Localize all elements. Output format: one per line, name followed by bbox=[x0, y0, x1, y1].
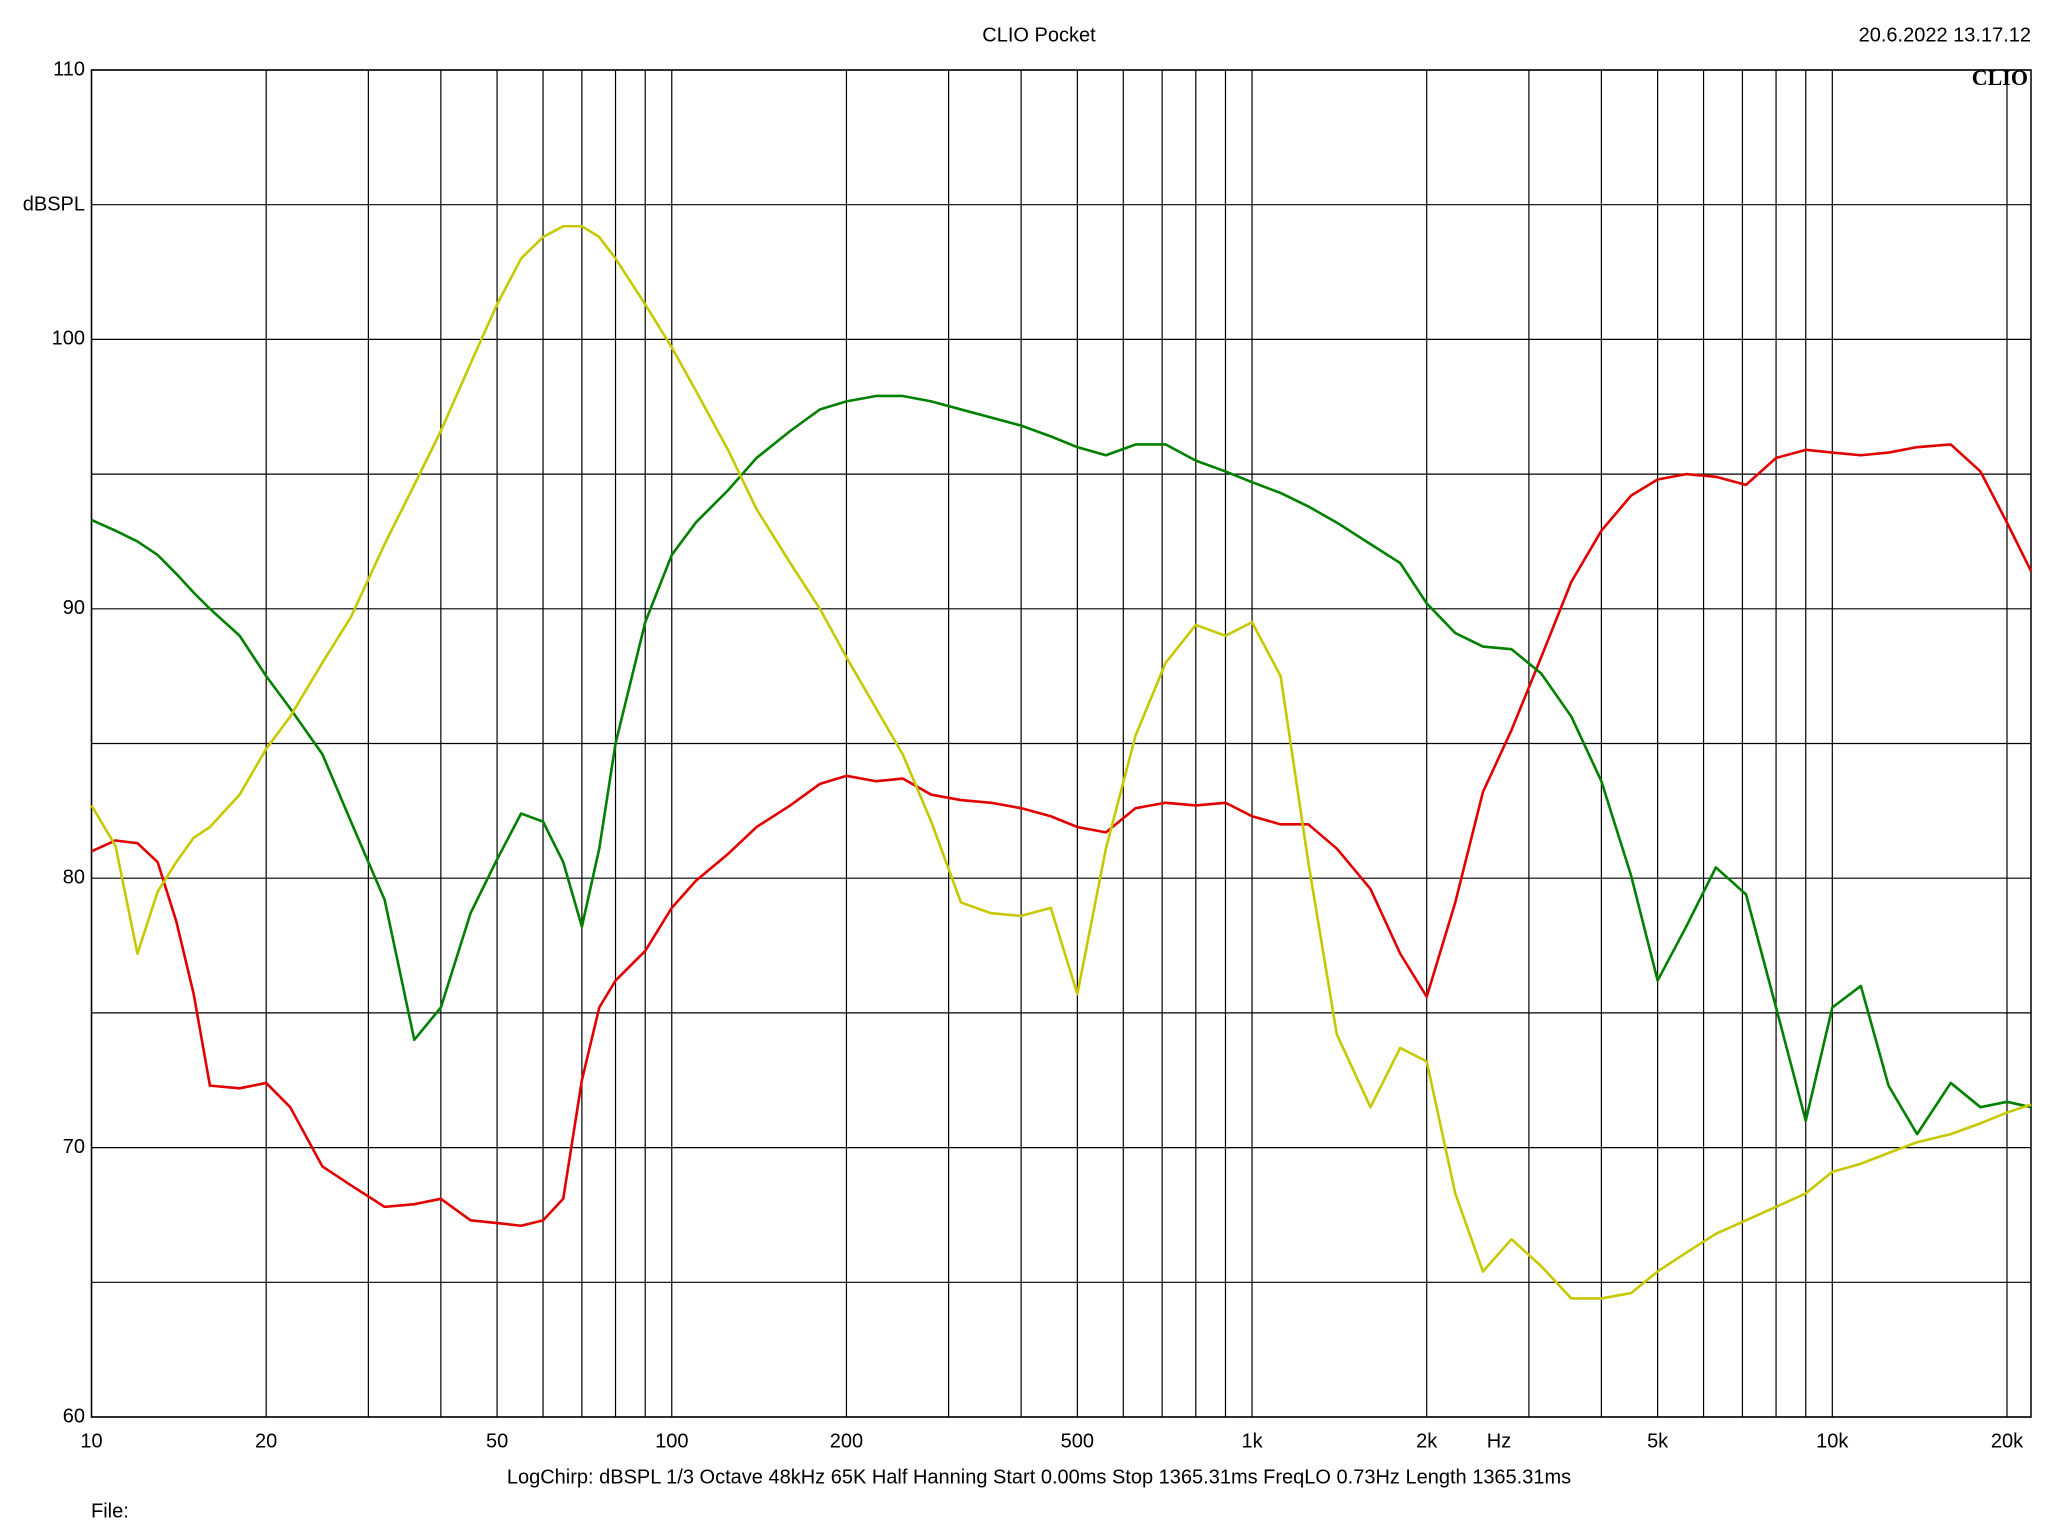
data-line bbox=[90, 394, 2032, 1136]
x-tick-label: 200 bbox=[830, 1430, 863, 1452]
x-tick-label: 10 bbox=[80, 1430, 102, 1452]
data-line bbox=[90, 224, 2032, 1300]
x-tick-label: 500 bbox=[1061, 1430, 1094, 1452]
x-axis-label: Hz bbox=[1487, 1430, 1511, 1452]
x-tick-label: 2k bbox=[1416, 1430, 1438, 1452]
data-line bbox=[90, 443, 2033, 1228]
y-axis-label: dBSPL bbox=[23, 193, 85, 215]
x-tick-label: 20 bbox=[255, 1430, 277, 1452]
x-tick-label: 100 bbox=[655, 1430, 688, 1452]
x-tick-label: 50 bbox=[486, 1430, 508, 1452]
y-tick-label: 100 bbox=[52, 328, 85, 350]
x-tick-label: 1k bbox=[1241, 1430, 1263, 1452]
settings: LogChirp: dBSPL 1/3 Octave 48kHz 65K Hal… bbox=[507, 1466, 1571, 1488]
y-tick-label: 70 bbox=[63, 1136, 85, 1158]
y-tick-label: 110 bbox=[53, 58, 85, 80]
x-tick-label: 20k bbox=[1991, 1430, 2024, 1452]
x-tick-label: 10k bbox=[1816, 1430, 1849, 1452]
x-tick-label: 5k bbox=[1647, 1430, 1669, 1452]
chart-title: CLIO Pocket bbox=[982, 24, 1096, 46]
y-tick-label: 60 bbox=[63, 1405, 85, 1427]
timestamp: 20.6.2022 13.17.12 bbox=[1859, 24, 2031, 46]
y-tick-label: 90 bbox=[63, 597, 85, 619]
y-tick-label: 80 bbox=[63, 866, 85, 888]
plot-frame bbox=[90, 69, 2032, 1418]
brand-logo: CLIO bbox=[1972, 65, 2028, 90]
file-label: File: bbox=[91, 1500, 129, 1522]
